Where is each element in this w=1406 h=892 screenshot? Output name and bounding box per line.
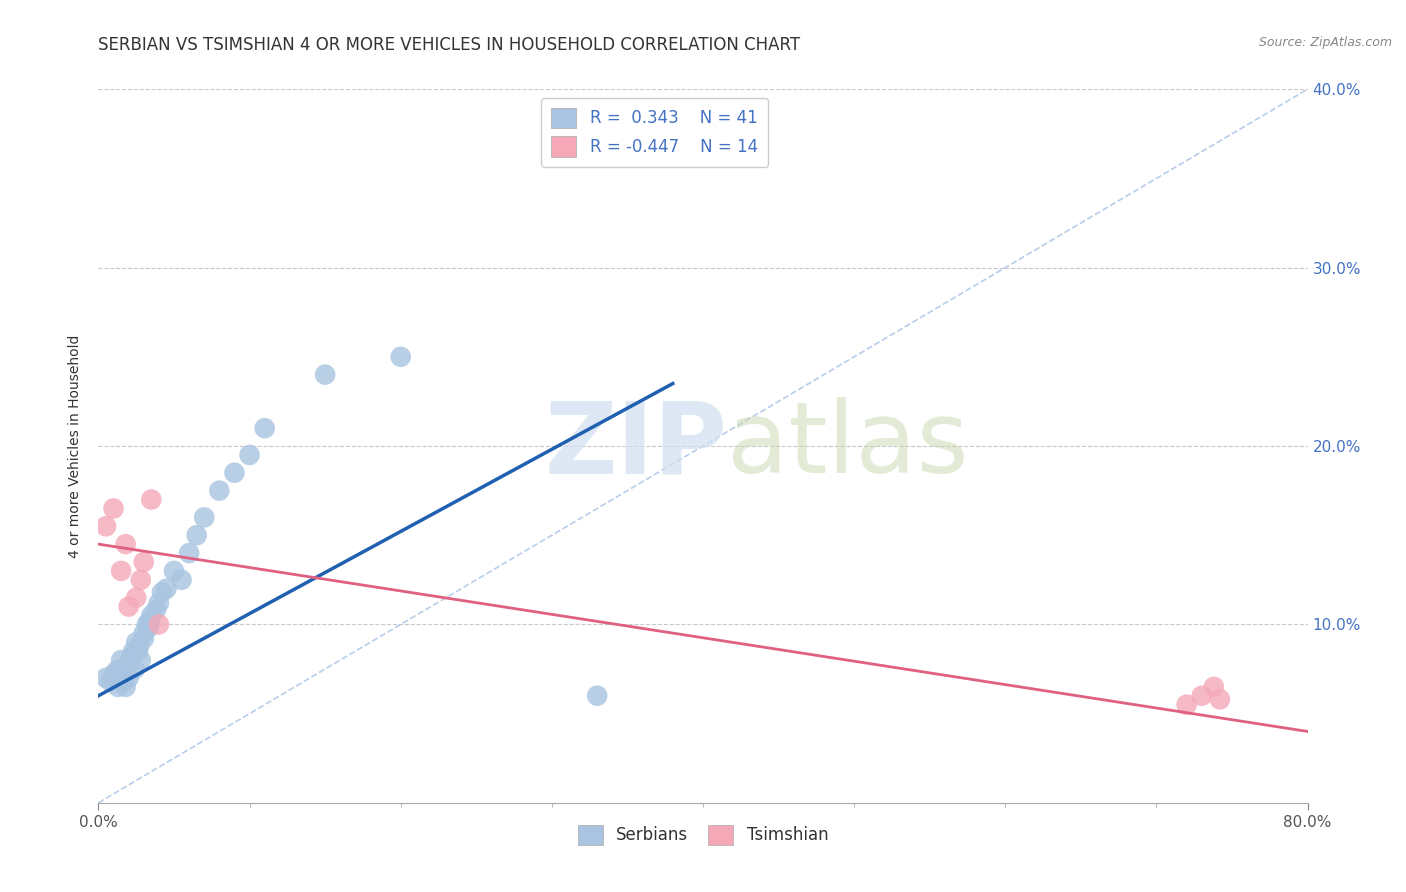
Point xyxy=(125,635,148,649)
Point xyxy=(139,614,162,628)
Point xyxy=(179,546,201,560)
Point xyxy=(118,599,141,614)
Legend: Serbians, Tsimshian: Serbians, Tsimshian xyxy=(571,818,835,852)
Point xyxy=(103,501,125,516)
Point xyxy=(110,653,132,667)
Point xyxy=(186,528,208,542)
Point xyxy=(1191,689,1213,703)
Point xyxy=(1202,680,1225,694)
Point xyxy=(112,674,135,689)
Point xyxy=(111,667,134,681)
Point xyxy=(148,617,170,632)
Point xyxy=(141,492,163,507)
Point xyxy=(114,537,136,551)
Point xyxy=(136,621,159,635)
Point xyxy=(118,657,141,671)
Point xyxy=(127,644,149,658)
Point xyxy=(110,564,132,578)
Point xyxy=(122,644,145,658)
Point xyxy=(128,639,150,653)
Text: ZIP: ZIP xyxy=(544,398,727,494)
Point xyxy=(103,667,125,681)
Point xyxy=(94,519,117,533)
Point xyxy=(94,671,117,685)
Point xyxy=(132,555,155,569)
Point xyxy=(107,680,129,694)
Point xyxy=(124,662,146,676)
Text: SERBIAN VS TSIMSHIAN 4 OR MORE VEHICLES IN HOUSEHOLD CORRELATION CHART: SERBIAN VS TSIMSHIAN 4 OR MORE VEHICLES … xyxy=(98,36,800,54)
Point xyxy=(586,689,609,703)
Point xyxy=(129,573,152,587)
Point xyxy=(125,591,148,605)
Point xyxy=(132,632,155,646)
Point xyxy=(389,350,412,364)
Point xyxy=(118,671,141,685)
Text: atlas: atlas xyxy=(727,398,969,494)
Point xyxy=(150,585,173,599)
Point xyxy=(253,421,276,435)
Point xyxy=(239,448,262,462)
Point xyxy=(129,653,152,667)
Point xyxy=(141,608,163,623)
Point xyxy=(148,596,170,610)
Point xyxy=(1209,692,1232,706)
Point xyxy=(110,662,132,676)
Point xyxy=(155,582,177,596)
Point xyxy=(193,510,215,524)
Point xyxy=(224,466,246,480)
Y-axis label: 4 or more Vehicles in Household: 4 or more Vehicles in Household xyxy=(69,334,83,558)
Point xyxy=(170,573,193,587)
Point xyxy=(135,617,157,632)
Point xyxy=(314,368,336,382)
Point xyxy=(114,680,136,694)
Text: Source: ZipAtlas.com: Source: ZipAtlas.com xyxy=(1258,36,1392,49)
Point xyxy=(105,664,128,678)
Point xyxy=(121,649,143,664)
Point xyxy=(1175,698,1198,712)
Point xyxy=(145,603,167,617)
Point xyxy=(132,626,155,640)
Point xyxy=(208,483,231,498)
Point xyxy=(163,564,186,578)
Point xyxy=(100,674,122,689)
